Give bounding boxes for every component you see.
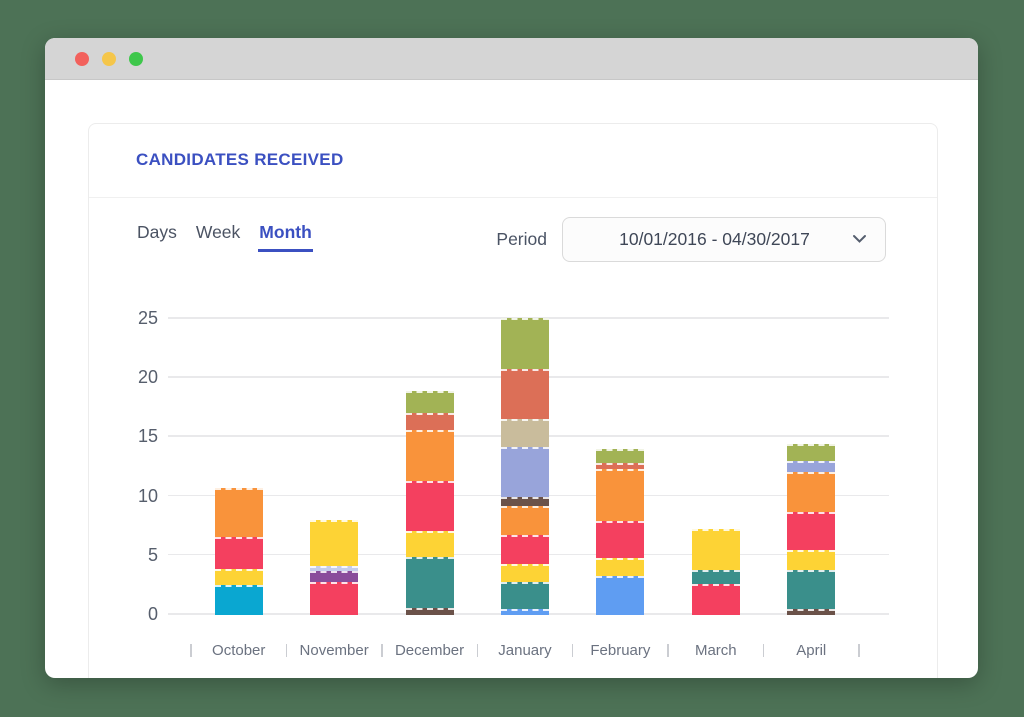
bars-area [191, 317, 859, 615]
x-axis-tick [762, 644, 765, 657]
period-control: Period 10/01/2016 - 04/30/2017 [496, 217, 886, 262]
stacked-bar-december[interactable] [405, 391, 454, 615]
y-axis-label: 5 [147, 544, 158, 565]
x-axis-label-march: March [694, 642, 737, 659]
y-axis-label: 15 [137, 426, 158, 447]
bar-segment-pink[interactable] [310, 581, 359, 615]
bar-segment-periwinkle[interactable] [500, 446, 549, 497]
bar-segment-salmon[interactable] [500, 368, 549, 419]
x-axis-label-november: November [299, 642, 369, 659]
stacked-bar-november[interactable] [310, 520, 359, 615]
x-axis-tick [381, 644, 383, 657]
bar-segment-teal[interactable] [500, 581, 549, 610]
chevron-down-icon [852, 231, 867, 249]
x-axis-tick [476, 644, 479, 657]
bar-column-december [382, 317, 477, 615]
y-axis-label: 0 [147, 604, 158, 624]
bar-segment-tan[interactable] [500, 418, 549, 447]
tab-week[interactable]: Week [195, 222, 241, 252]
bar-segment-teal[interactable] [405, 557, 454, 608]
bar-segment-pink[interactable] [214, 536, 263, 569]
y-axis-label: 25 [137, 308, 158, 328]
bar-column-november [286, 317, 381, 615]
maximize-button[interactable] [129, 51, 143, 66]
period-value: 10/01/2016 - 04/30/2017 [619, 229, 810, 249]
page-title: CANDIDATES RECEIVED [136, 150, 344, 169]
bar-column-february [573, 317, 668, 615]
bar-column-march [668, 317, 763, 615]
bar-segment-salmon[interactable] [596, 463, 645, 470]
bar-segment-pink[interactable] [787, 512, 836, 550]
gridline-y25 [168, 317, 889, 319]
bar-segment-cyan[interactable] [214, 585, 263, 615]
bar-segment-brown[interactable] [787, 609, 836, 615]
x-axis-tick [285, 644, 288, 657]
x-axis-tick [571, 644, 574, 657]
x-axis-label-february: February [590, 642, 651, 659]
minimize-button[interactable] [102, 51, 116, 66]
bar-segment-teal[interactable] [787, 570, 836, 610]
period-label: Period [496, 229, 547, 249]
stacked-bar-october[interactable] [214, 488, 263, 615]
x-axis-label-april: April [796, 642, 827, 659]
stacked-bar-march[interactable] [691, 528, 740, 615]
bar-segment-olive[interactable] [596, 449, 645, 464]
bar-column-april [764, 317, 859, 615]
candidates-received-card: CANDIDATES RECEIVED Days Week Month Period… [88, 123, 938, 678]
bar-segment-teal[interactable] [691, 570, 740, 585]
bar-segment-orange[interactable] [500, 506, 549, 535]
bar-segment-yellow[interactable] [596, 558, 645, 576]
bar-segment-orange[interactable] [405, 430, 454, 482]
bar-segment-lavender[interactable] [310, 566, 359, 572]
bar-segment-yellow[interactable] [405, 531, 454, 558]
y-axis-label: 20 [137, 367, 158, 388]
bar-segment-brown[interactable] [500, 496, 549, 507]
period-dropdown[interactable]: 10/01/2016 - 04/30/2017 [562, 217, 886, 262]
bar-segment-pink[interactable] [691, 584, 740, 615]
bar-segment-brown[interactable] [405, 607, 454, 615]
stacked-bar-january[interactable] [500, 317, 549, 615]
stacked-bar-chart: 25 20 15 10 5 0 October November December January… [138, 308, 889, 678]
tab-days[interactable]: Days [136, 222, 178, 252]
bar-segment-purple[interactable] [310, 571, 359, 582]
bar-segment-yellow[interactable] [500, 564, 549, 582]
stacked-bar-april[interactable] [787, 444, 836, 615]
bar-segment-salmon[interactable] [405, 412, 454, 431]
bar-segment-cornflower[interactable] [500, 609, 549, 615]
tab-month[interactable]: Month [258, 222, 313, 252]
y-axis-label: 10 [137, 485, 158, 506]
bar-segment-yellow[interactable] [214, 568, 263, 586]
bar-segment-orange[interactable] [214, 488, 263, 537]
bar-segment-olive[interactable] [787, 444, 836, 462]
window-titlebar [45, 38, 978, 80]
bar-segment-orange[interactable] [596, 469, 645, 522]
x-axis-label-january: January [498, 642, 552, 659]
view-tabs: Days Week Month [136, 212, 886, 252]
bar-segment-pink[interactable] [500, 534, 549, 565]
bar-segment-yellow[interactable] [310, 520, 359, 567]
stacked-bar-february[interactable] [596, 449, 645, 615]
x-axis: October November December January February Ma… [191, 642, 859, 659]
bar-segment-cornflower[interactable] [596, 575, 645, 615]
x-axis-label-october: October [212, 642, 266, 659]
x-axis-tick [190, 644, 192, 657]
bar-column-january [477, 317, 572, 615]
bar-segment-pink[interactable] [405, 481, 454, 532]
bar-segment-periwinkle[interactable] [787, 461, 836, 472]
app-window: CANDIDATES RECEIVED Days Week Month Period… [45, 38, 978, 678]
x-axis-label-december: December [394, 642, 465, 659]
bar-segment-yellow[interactable] [691, 528, 740, 571]
bar-segment-olive[interactable] [405, 391, 454, 413]
x-axis-tick [667, 644, 669, 657]
bar-segment-olive[interactable] [500, 317, 549, 369]
bar-column-october [191, 317, 286, 615]
bar-segment-pink[interactable] [596, 521, 645, 559]
bar-segment-yellow[interactable] [787, 549, 836, 571]
close-button[interactable] [75, 51, 89, 66]
card-header: CANDIDATES RECEIVED [89, 124, 937, 198]
x-axis-tick [858, 644, 860, 657]
bar-segment-orange[interactable] [787, 471, 836, 513]
chart-controls: Days Week Month Period 10/01/2016 - 04/30/… [136, 212, 886, 264]
